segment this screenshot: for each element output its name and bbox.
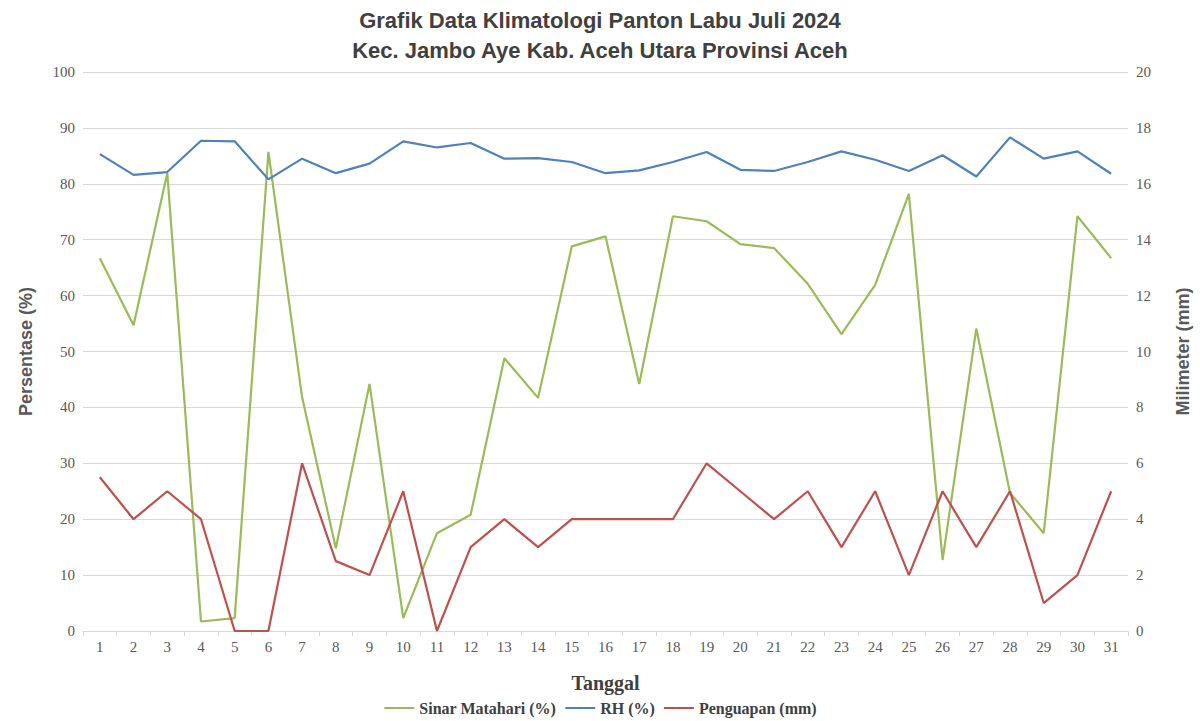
svg-text:90: 90 bbox=[60, 120, 75, 136]
svg-text:11: 11 bbox=[430, 639, 444, 655]
svg-text:30: 30 bbox=[1070, 639, 1085, 655]
svg-text:Kec. Jambo Aye Kab. Aceh Utara: Kec. Jambo Aye Kab. Aceh Utara Provinsi … bbox=[352, 38, 848, 63]
svg-text:10: 10 bbox=[60, 567, 75, 583]
svg-text:80: 80 bbox=[60, 176, 75, 192]
svg-text:4: 4 bbox=[1136, 511, 1144, 527]
svg-text:20: 20 bbox=[733, 639, 748, 655]
svg-text:8: 8 bbox=[332, 639, 340, 655]
svg-text:1: 1 bbox=[96, 639, 104, 655]
svg-text:12: 12 bbox=[1136, 288, 1151, 304]
svg-text:4: 4 bbox=[197, 639, 205, 655]
svg-text:5: 5 bbox=[231, 639, 239, 655]
svg-text:10: 10 bbox=[1136, 344, 1151, 360]
svg-text:28: 28 bbox=[1003, 639, 1018, 655]
svg-text:20: 20 bbox=[60, 511, 75, 527]
svg-text:0: 0 bbox=[68, 623, 76, 639]
svg-text:26: 26 bbox=[935, 639, 951, 655]
svg-text:0: 0 bbox=[1136, 623, 1144, 639]
svg-text:16: 16 bbox=[1136, 176, 1152, 192]
svg-text:14: 14 bbox=[1136, 232, 1152, 248]
svg-text:60: 60 bbox=[60, 288, 75, 304]
svg-text:RH (%): RH (%) bbox=[600, 700, 655, 718]
svg-text:19: 19 bbox=[699, 639, 714, 655]
svg-text:9: 9 bbox=[366, 639, 374, 655]
svg-text:22: 22 bbox=[800, 639, 815, 655]
svg-text:27: 27 bbox=[969, 639, 985, 655]
svg-text:Grafik Data Klimatologi Panton: Grafik Data Klimatologi Panton Labu Juli… bbox=[359, 8, 841, 33]
svg-text:21: 21 bbox=[767, 639, 782, 655]
svg-text:50: 50 bbox=[60, 344, 75, 360]
svg-text:2: 2 bbox=[1136, 567, 1144, 583]
svg-text:10: 10 bbox=[396, 639, 411, 655]
svg-text:31: 31 bbox=[1104, 639, 1119, 655]
svg-text:24: 24 bbox=[868, 639, 884, 655]
svg-text:3: 3 bbox=[164, 639, 172, 655]
svg-text:18: 18 bbox=[1136, 120, 1151, 136]
svg-text:12: 12 bbox=[463, 639, 478, 655]
svg-text:40: 40 bbox=[60, 399, 75, 415]
svg-text:15: 15 bbox=[564, 639, 579, 655]
svg-text:30: 30 bbox=[60, 455, 75, 471]
svg-text:8: 8 bbox=[1136, 399, 1144, 415]
svg-text:100: 100 bbox=[53, 64, 76, 80]
svg-text:Milimeter (mm): Milimeter (mm) bbox=[1173, 287, 1193, 415]
svg-text:25: 25 bbox=[901, 639, 916, 655]
svg-text:14: 14 bbox=[531, 639, 547, 655]
svg-text:Persentase (%): Persentase (%) bbox=[16, 287, 36, 416]
svg-text:2: 2 bbox=[130, 639, 138, 655]
svg-text:Penguapan (mm): Penguapan (mm) bbox=[699, 700, 817, 718]
svg-text:13: 13 bbox=[497, 639, 512, 655]
svg-text:Tanggal: Tanggal bbox=[571, 672, 640, 695]
svg-text:Sinar Matahari (%): Sinar Matahari (%) bbox=[419, 700, 556, 718]
svg-text:16: 16 bbox=[598, 639, 614, 655]
svg-text:23: 23 bbox=[834, 639, 849, 655]
svg-text:6: 6 bbox=[265, 639, 273, 655]
svg-text:6: 6 bbox=[1136, 455, 1144, 471]
svg-text:20: 20 bbox=[1136, 64, 1151, 80]
svg-text:18: 18 bbox=[665, 639, 680, 655]
svg-text:7: 7 bbox=[298, 639, 306, 655]
svg-text:70: 70 bbox=[60, 232, 75, 248]
svg-text:17: 17 bbox=[632, 639, 648, 655]
svg-text:29: 29 bbox=[1036, 639, 1051, 655]
